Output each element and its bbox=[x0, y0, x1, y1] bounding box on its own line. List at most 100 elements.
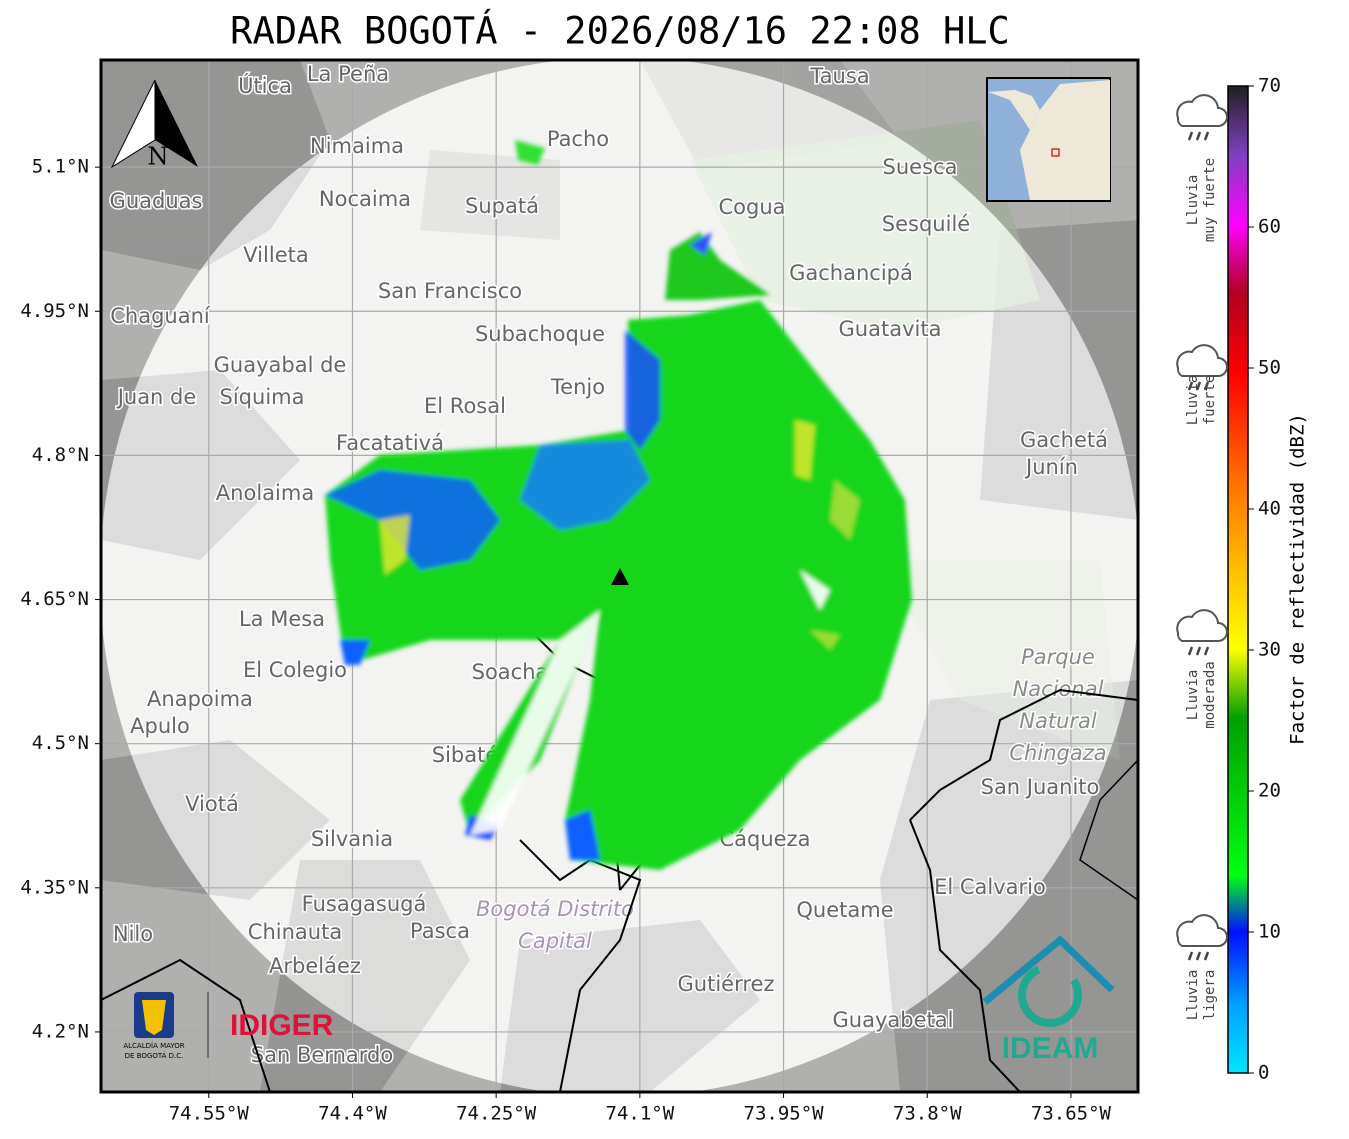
place-label: Arbeláez bbox=[269, 954, 361, 978]
x-tick-label: 74.1°W bbox=[606, 1103, 675, 1125]
colorbar-tick-label: 40 bbox=[1258, 498, 1281, 520]
y-tick-label: 5.1°N bbox=[32, 156, 89, 178]
place-label: Suesca bbox=[883, 155, 958, 179]
y-tick-label: 4.8°N bbox=[32, 444, 89, 466]
colorbar-label: Factor de reflectividad (dBZ) bbox=[1287, 413, 1309, 745]
rain-level-label: ligera bbox=[1202, 970, 1218, 1021]
place-label: San Francisco bbox=[378, 279, 522, 303]
place-label: La Mesa bbox=[239, 607, 325, 631]
place-label: Fusagasugá bbox=[302, 892, 427, 916]
place-label: Guayabetal bbox=[833, 1008, 954, 1032]
place-label: El Rosal bbox=[424, 394, 506, 418]
place-label: Sesquilé bbox=[882, 212, 970, 236]
park-label: Natural bbox=[1019, 709, 1097, 733]
y-tick-label: 4.95°N bbox=[20, 300, 89, 322]
place-label: El Calvario bbox=[934, 875, 1046, 899]
logos: ALCALDÍA MAYOR DE BOGOTÁ D.C. IDIGER IDE… bbox=[123, 935, 1115, 1065]
map: La Peña Útica Tausa Pacho Nimaima Guaduas Noca… bbox=[101, 60, 1138, 1092]
rain-icon bbox=[1176, 914, 1228, 947]
y-tick-label: 4.5°N bbox=[32, 732, 89, 754]
place-label: Anapoima bbox=[147, 687, 253, 711]
place-label: Soacha bbox=[472, 660, 549, 684]
alcaldia-line: DE BOGOTÁ D.C. bbox=[125, 1051, 184, 1060]
place-label: Nimaima bbox=[310, 134, 404, 158]
place-label: Subachoque bbox=[475, 322, 605, 346]
ideam-logo: IDEAM bbox=[1002, 1032, 1099, 1065]
colorbar-tick-label: 0 bbox=[1258, 1062, 1269, 1084]
x-tick-label: 74.4°W bbox=[318, 1103, 387, 1125]
park-label: Nacional bbox=[1013, 677, 1104, 701]
colorbar-tick-label: 50 bbox=[1258, 357, 1281, 379]
colorbar-tick-label: 60 bbox=[1258, 216, 1281, 238]
colorbar-tick-label: 30 bbox=[1258, 639, 1281, 661]
rain-level-label: fuerte bbox=[1202, 375, 1218, 426]
idiger-logo: IDIGER bbox=[230, 1009, 334, 1042]
colorbar-ticks: 0 10 20 30 40 50 60 70 bbox=[1248, 75, 1281, 1084]
rain-level-label: muy fuerte bbox=[1202, 158, 1218, 242]
place-label: La Peña bbox=[307, 62, 389, 86]
colorbar-tick-label: 70 bbox=[1258, 75, 1281, 97]
place-label: Quetame bbox=[796, 898, 893, 922]
place-label: Junín bbox=[1024, 455, 1078, 479]
colorbar bbox=[1227, 85, 1249, 1074]
rain-level-label: Lluvia bbox=[1185, 970, 1201, 1021]
place-label: Cogua bbox=[718, 195, 785, 219]
place-label: Gachetá bbox=[1020, 428, 1108, 452]
rain-drops bbox=[1187, 131, 1210, 141]
place-label: Guatavita bbox=[839, 317, 942, 341]
place-label: San Juanito bbox=[981, 775, 1100, 799]
place-label: Chinauta bbox=[248, 920, 342, 944]
alcaldia-line: ALCALDÍA MAYOR bbox=[123, 1041, 184, 1050]
places: La Peña Útica Tausa Pacho Nimaima Guaduas Noca… bbox=[108, 61, 1109, 1069]
map-frame bbox=[99, 58, 1140, 1094]
rain-drops bbox=[1187, 646, 1210, 656]
place-label: Guaduas bbox=[110, 189, 203, 213]
place-label: Silvania bbox=[311, 827, 393, 851]
park-label: Parque bbox=[1021, 645, 1095, 669]
place-label: Nocaima bbox=[319, 187, 411, 211]
y-tick-label: 4.35°N bbox=[20, 876, 89, 898]
place-label: Guayabal de bbox=[214, 353, 347, 377]
axes: 74.55°W 74.4°W 74.25°W 74.1°W 73.95°W 73.8°W 7… bbox=[20, 156, 1111, 1125]
park-label: Chingaza bbox=[1009, 741, 1106, 765]
district-label: Capital bbox=[518, 929, 592, 953]
x-tick-label: 74.25°W bbox=[456, 1103, 537, 1125]
place-label: Juan de bbox=[116, 385, 197, 409]
place-label: Chaguaní bbox=[110, 304, 211, 328]
rain-icon bbox=[1176, 344, 1228, 377]
place-label: Supatá bbox=[465, 194, 539, 218]
north-arrow: N bbox=[110, 79, 198, 171]
x-tick-label: 73.8°W bbox=[893, 1103, 962, 1125]
north-label: N bbox=[148, 143, 169, 171]
place-label: Tenjo bbox=[550, 375, 605, 399]
place-label: El Colegio bbox=[243, 658, 347, 682]
rain-drops bbox=[1187, 951, 1210, 961]
place-label: Viotá bbox=[185, 792, 239, 816]
y-tick-label: 4.2°N bbox=[32, 1020, 89, 1042]
place-label: Gutiérrez bbox=[678, 972, 775, 996]
place-label: Nilo bbox=[113, 922, 153, 946]
colorbar-tick-label: 10 bbox=[1258, 921, 1281, 943]
place-label: Tausa bbox=[809, 64, 869, 88]
x-tick-label: 73.95°W bbox=[744, 1103, 825, 1125]
x-tick-label: 73.65°W bbox=[1031, 1103, 1112, 1125]
place-label: Facatativá bbox=[336, 431, 444, 455]
district-label: Bogotá Distrito bbox=[476, 897, 634, 921]
rain-icon bbox=[1176, 94, 1228, 127]
rain-level-label: moderada bbox=[1202, 661, 1218, 728]
x-tick-label: 74.55°W bbox=[169, 1103, 250, 1125]
inset-map bbox=[986, 77, 1111, 202]
place-label: Apulo bbox=[130, 714, 190, 738]
place-label: San Bernardo bbox=[251, 1043, 393, 1067]
rain-icon bbox=[1176, 609, 1228, 642]
place-label: Anolaima bbox=[216, 481, 314, 505]
rain-level-label: Lluvia bbox=[1185, 670, 1201, 721]
rain-drops bbox=[1187, 381, 1210, 391]
y-tick-label: 4.65°N bbox=[20, 588, 89, 610]
place-label: Gachancipá bbox=[789, 261, 913, 285]
rain-level-label: Lluvia bbox=[1185, 175, 1201, 226]
title: RADAR BOGOTÁ - 2026/08/16 22:08 HLC bbox=[230, 9, 1010, 53]
rain-level-label: Lluvia bbox=[1185, 375, 1201, 426]
